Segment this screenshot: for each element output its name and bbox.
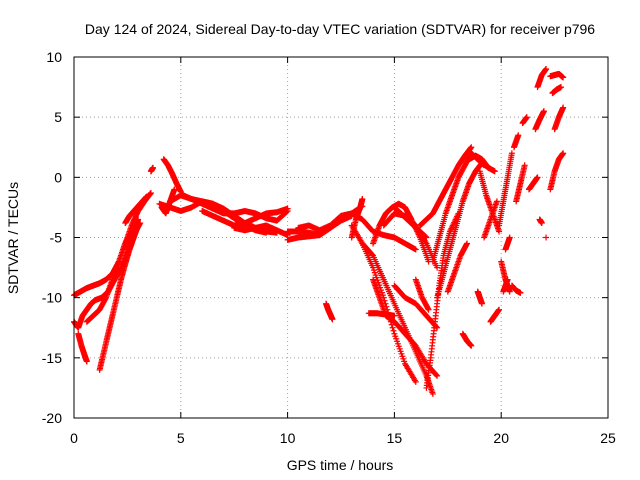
series-trace — [466, 152, 498, 175]
series-trace — [508, 282, 524, 296]
data-point — [560, 104, 567, 111]
series-trace — [417, 144, 475, 229]
series-trace — [122, 193, 150, 227]
grid — [74, 57, 608, 418]
series-trace — [549, 84, 565, 97]
series-trace — [519, 114, 530, 127]
y-tick-label: 5 — [54, 109, 62, 125]
data-point — [543, 66, 550, 73]
y-tick-label: -10 — [42, 290, 62, 306]
data-point — [543, 234, 550, 241]
data-point — [143, 193, 150, 200]
series-trace — [513, 162, 528, 205]
data-point — [506, 288, 513, 295]
data-point — [496, 306, 503, 313]
data-point — [433, 371, 440, 378]
data-point — [504, 276, 511, 283]
data-point — [369, 251, 376, 258]
series-trace — [496, 150, 515, 229]
series-trace — [231, 222, 291, 239]
data-point — [515, 132, 522, 139]
data-point — [521, 162, 528, 169]
data-point — [493, 198, 500, 205]
y-tick-label: 10 — [46, 49, 62, 65]
data-point — [150, 164, 157, 171]
data-point — [517, 289, 524, 296]
x-tick-label: 5 — [177, 430, 185, 446]
data-point — [523, 114, 530, 121]
data-point — [534, 174, 541, 181]
data-points — [71, 66, 567, 397]
data-point — [540, 108, 547, 115]
series-trace — [536, 216, 545, 227]
series-trace — [444, 240, 471, 295]
x-tick-label: 10 — [280, 430, 296, 446]
series-trace — [160, 156, 184, 195]
series-trace — [551, 104, 567, 133]
x-tick-label: 0 — [70, 430, 78, 446]
series-trace — [500, 276, 511, 295]
y-axis-label: SDTVAR / TECUs — [5, 182, 21, 294]
series-trace — [83, 216, 142, 325]
data-point — [558, 84, 565, 91]
data-point — [389, 324, 396, 331]
series-trace — [502, 234, 513, 253]
series-trace — [487, 306, 503, 325]
series-trace — [391, 204, 430, 241]
x-tick-label: 15 — [387, 430, 403, 446]
data-point — [464, 240, 471, 247]
y-tick-label: -20 — [42, 410, 62, 426]
data-point — [491, 168, 498, 175]
data-point — [496, 228, 503, 235]
data-point — [560, 150, 567, 157]
data-point — [478, 300, 485, 307]
axis-ticks: 0 5 10 15 20 25 10 5 0 -5 -10 -15 -20 — [42, 49, 616, 446]
series-trace — [474, 288, 485, 307]
x-tick-label: 20 — [493, 430, 509, 446]
series-trace — [365, 310, 398, 319]
series-trace — [177, 191, 291, 224]
data-point — [412, 378, 419, 385]
data-point — [560, 74, 567, 81]
y-tick-label: 0 — [54, 169, 62, 185]
series-trace — [147, 164, 157, 175]
data-point — [412, 246, 419, 253]
data-point — [468, 342, 475, 349]
x-tick-label: 25 — [600, 430, 616, 446]
series-trace — [481, 198, 500, 241]
data-point — [83, 358, 90, 365]
data-point — [434, 372, 441, 379]
data-point — [284, 205, 291, 212]
data-point — [359, 195, 366, 202]
data-point — [508, 150, 515, 157]
data-point — [390, 327, 397, 334]
series-trace — [96, 222, 142, 373]
x-axis-label: GPS time / hours — [287, 457, 394, 473]
data-point — [429, 390, 436, 397]
series-trace — [511, 132, 522, 151]
data-point — [506, 234, 513, 241]
y-tick-label: -15 — [42, 350, 62, 366]
series-trace — [459, 330, 475, 349]
data-point — [135, 216, 142, 223]
chart-title: Day 124 of 2024, Sidereal Day-to-day VTE… — [85, 21, 595, 37]
series-trace — [525, 174, 541, 193]
data-point — [425, 306, 432, 313]
series-trace — [547, 70, 567, 81]
y-tick-label: -5 — [50, 230, 63, 246]
series-trace — [547, 150, 567, 193]
series-trace — [323, 300, 336, 323]
series-trace — [75, 330, 90, 365]
series-trace — [412, 276, 432, 313]
series-trace — [543, 234, 550, 241]
data-point — [147, 189, 154, 196]
series-trace — [534, 66, 550, 91]
data-point — [391, 312, 398, 319]
data-point — [329, 316, 336, 323]
data-point — [468, 144, 475, 151]
data-point — [423, 234, 430, 241]
series-trace — [532, 108, 547, 133]
data-point — [538, 220, 545, 227]
